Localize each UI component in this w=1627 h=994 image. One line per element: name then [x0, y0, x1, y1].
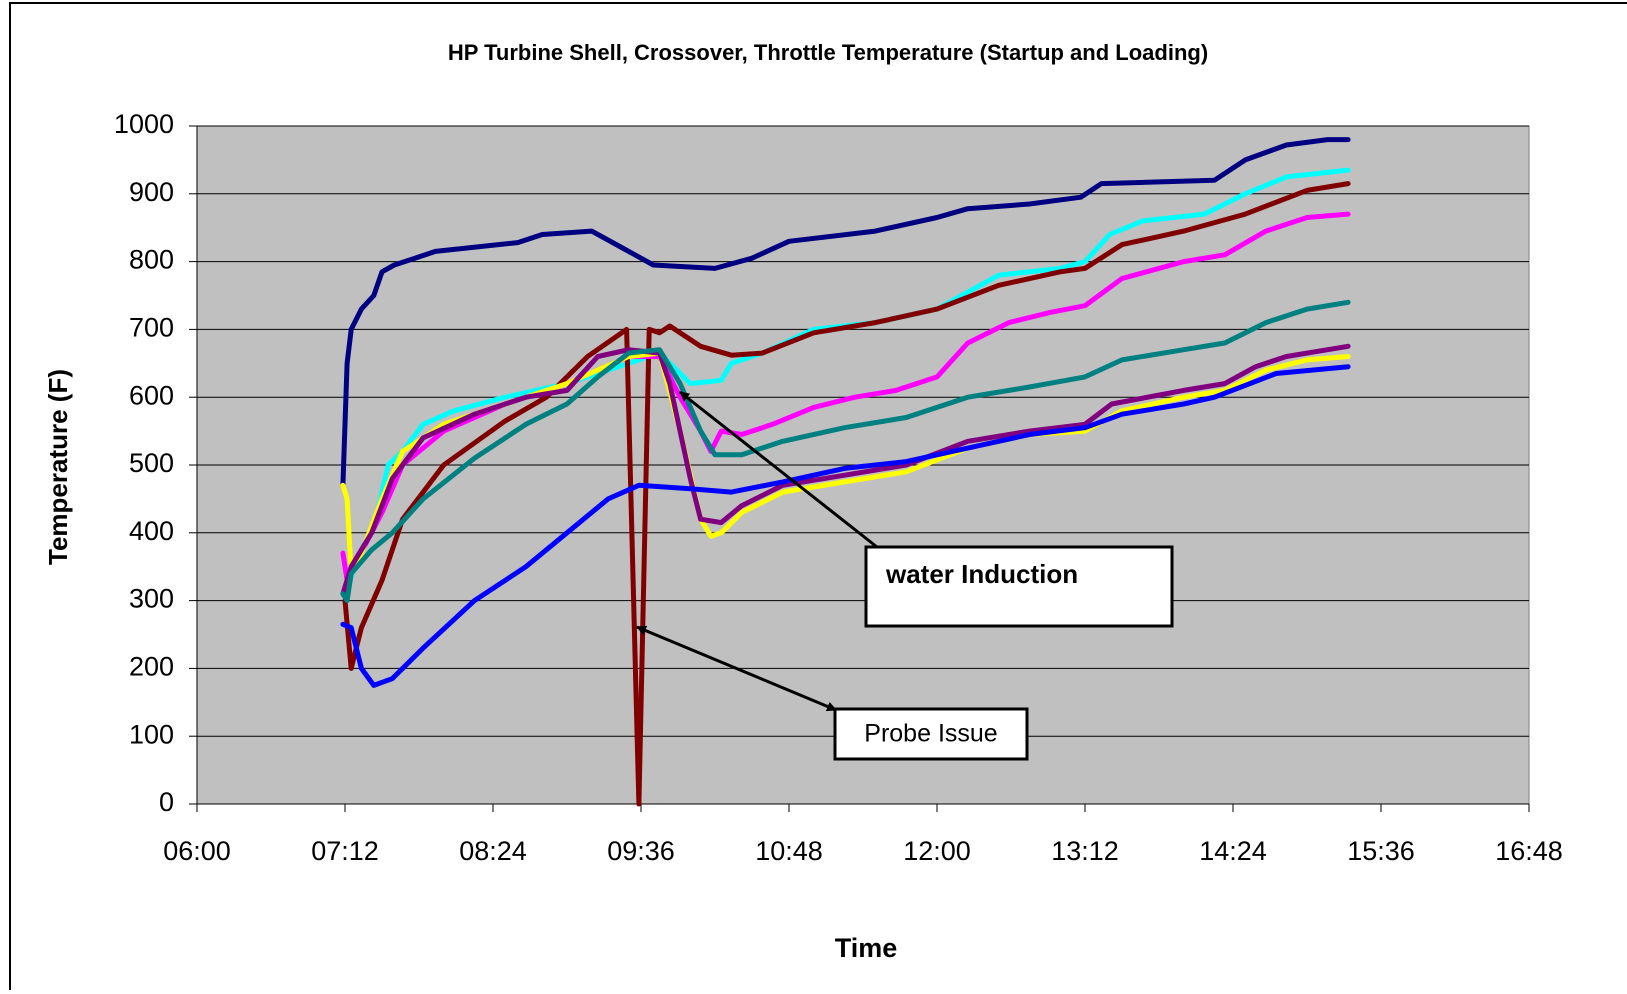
series-line — [340, 137, 1351, 488]
series-line — [340, 299, 1351, 604]
annotation-box — [864, 545, 1174, 628]
series-line — [342, 181, 1351, 807]
y-tick-label: 200 — [129, 652, 174, 682]
annotation-arrow — [636, 625, 837, 712]
y-tick-label: 500 — [129, 448, 174, 478]
y-axis-label: Temperature (F) — [43, 369, 73, 565]
series-line — [340, 364, 1351, 688]
plot-area: 0 100 200 300 400 500 600 700 800 900 1000 06:00 07:… — [114, 109, 1563, 866]
x-tick-label: 08:24 — [459, 836, 527, 866]
x-tick-label: 16:48 — [1495, 836, 1563, 866]
x-tick-label: 09:36 — [607, 836, 675, 866]
y-tick-label: 400 — [129, 516, 174, 546]
x-tick-label: 06:00 — [163, 836, 231, 866]
x-tick-label: 10:48 — [755, 836, 823, 866]
x-tick-label: 07:12 — [311, 836, 379, 866]
y-tick-label: 900 — [129, 177, 174, 207]
y-tick-label: 0 — [159, 787, 174, 817]
x-tick-label: 14:24 — [1199, 836, 1267, 866]
annotations: water Induction Probe Issue — [636, 390, 1174, 761]
y-tick-label: 100 — [129, 719, 174, 749]
series-line — [342, 167, 1351, 597]
y-tick-label: 300 — [129, 584, 174, 614]
chart-frame — [9, 2, 1627, 990]
annotation-text: water Induction — [885, 559, 1078, 589]
x-tick-label: 12:00 — [903, 836, 971, 866]
annotation-text: Probe Issue — [864, 720, 997, 748]
y-tick-label: 1000 — [114, 109, 174, 139]
y-tick-label: 700 — [129, 313, 174, 343]
x-tick-label: 15:36 — [1347, 836, 1415, 866]
annotation-arrow — [679, 390, 878, 549]
x-axis-label: Time — [835, 933, 898, 963]
y-tick-label: 600 — [129, 380, 174, 410]
series-line — [340, 343, 1351, 597]
annotation-box — [833, 707, 1029, 761]
series-line — [340, 211, 1351, 583]
chart-title: HP Turbine Shell, Crossover, Throttle Te… — [448, 40, 1208, 65]
x-tick-label: 13:12 — [1051, 836, 1119, 866]
y-tick-label: 800 — [129, 245, 174, 275]
